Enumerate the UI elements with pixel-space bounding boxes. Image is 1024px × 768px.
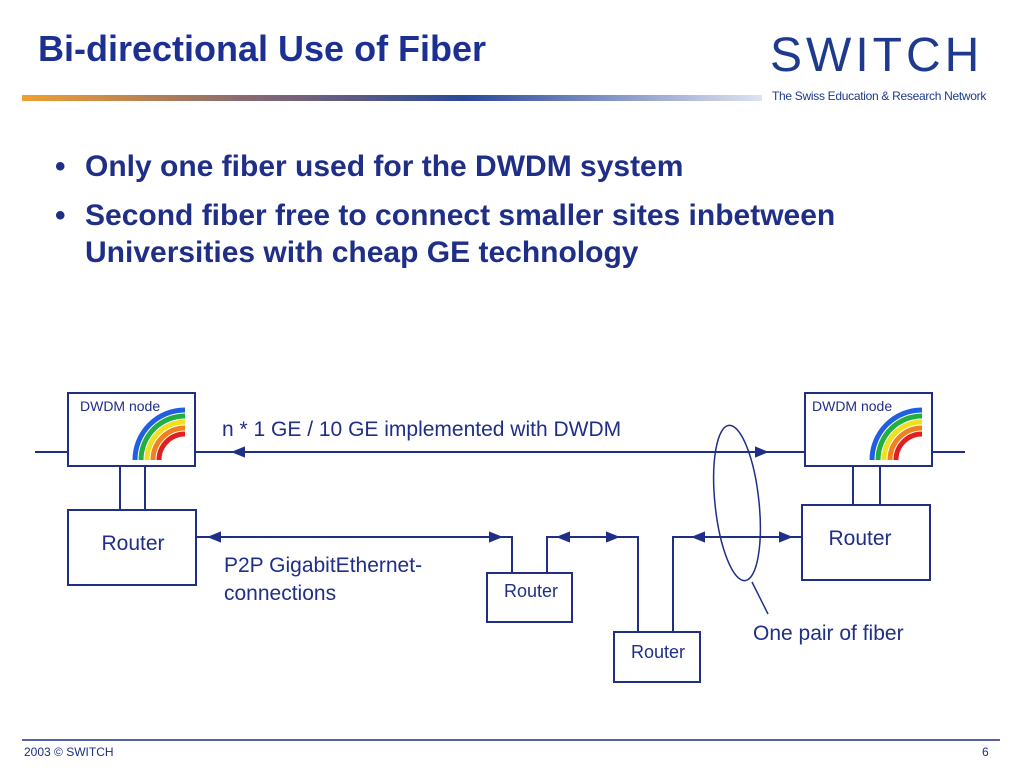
footer-text: 2003 © SWITCH <box>24 745 114 759</box>
node-label: DWDM node <box>80 398 160 414</box>
dwdm-node <box>804 392 933 467</box>
p2p-label: P2P GigabitEthernet- <box>224 554 422 577</box>
bullet: Second fiber free to connect smaller sit… <box>55 197 975 271</box>
bullet-list: Only one fiber used for the DWDM system … <box>55 148 975 283</box>
router-box <box>613 631 701 683</box>
node-label: Router <box>828 527 891 550</box>
tagline: The Swiss Education & Research Network <box>772 89 987 103</box>
slide-title: Bi-directional Use of Fiber <box>38 28 487 69</box>
callout-line <box>751 581 769 615</box>
node-label: DWDM node <box>812 398 892 414</box>
connector <box>119 466 881 510</box>
router-box <box>486 572 573 623</box>
node-label: Router <box>631 642 685 662</box>
link-label: n * 1 GE / 10 GE implemented with DWDM <box>222 418 621 441</box>
router-box <box>67 509 197 586</box>
logo: SWITCH <box>770 29 984 82</box>
fiber-label: One pair of fiber <box>753 622 904 645</box>
p2p-label: connections <box>224 582 336 605</box>
dwdm-node <box>67 392 196 467</box>
node-label: Router <box>504 581 558 601</box>
header-rule <box>22 95 762 101</box>
node-label: Router <box>101 532 164 555</box>
router-box <box>801 504 931 581</box>
callout-ellipse <box>712 424 762 582</box>
bullet: Only one fiber used for the DWDM system <box>55 148 975 185</box>
page-number: 6 <box>982 745 989 759</box>
